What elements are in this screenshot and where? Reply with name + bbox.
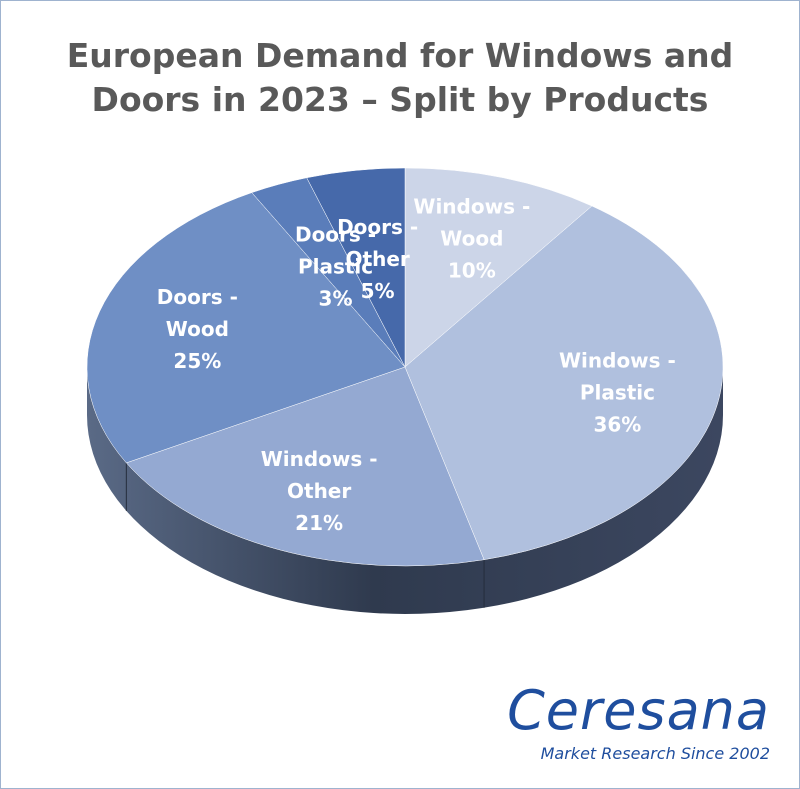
pie-side-wall <box>87 367 723 614</box>
pie-slice-5 <box>306 167 406 368</box>
slice-name-label-5: Other <box>346 247 410 271</box>
pie-side <box>87 367 723 614</box>
slice-name-label-1: Plastic <box>580 380 655 404</box>
slice-name-label-4: Doors - <box>295 223 376 247</box>
slice-value-label-2: 21% <box>295 511 343 535</box>
slice-value-label-4: 3% <box>319 287 353 311</box>
slice-name-label-3: Wood <box>166 317 229 341</box>
slice-name-label-3: Doors - <box>157 285 238 309</box>
slice-name-label-2: Windows - <box>261 447 378 471</box>
slice-name-label-5: Doors - <box>337 215 418 239</box>
slice-value-label-5: 5% <box>361 279 395 303</box>
logo-tagline: Market Research Since 2002 <box>540 744 770 763</box>
chart-title-line-1: European Demand for Windows and <box>66 36 734 75</box>
pie-slice-1 <box>404 205 724 561</box>
logo-name: Ceresana <box>507 679 770 742</box>
pie-labels: Windows - Wood 10% Windows - Plastic 36% Windo… <box>157 194 676 535</box>
slice-name-label-1: Windows - <box>559 348 676 372</box>
slice-name-label-2: Other <box>287 479 351 503</box>
slice-name-label-0: Windows - <box>413 194 530 218</box>
chart-title-line-2: Doors in 2023 – Split by Products <box>91 80 709 119</box>
ceresana-logo: Ceresana Market Research Since 2002 <box>507 680 770 764</box>
slice-name-label-0: Wood <box>440 226 503 250</box>
slice-value-label-0: 10% <box>448 258 496 282</box>
slice-name-label-4: Plastic <box>298 255 373 279</box>
pie-top <box>86 167 724 567</box>
slice-value-label-1: 36% <box>593 412 641 436</box>
pie-slice-0 <box>404 167 593 368</box>
chart-title: European Demand for Windows and Doors in… <box>0 34 800 122</box>
pie-slice-3 <box>86 192 406 464</box>
slice-value-label-3: 25% <box>173 349 221 373</box>
pie-slice-2 <box>125 366 485 567</box>
